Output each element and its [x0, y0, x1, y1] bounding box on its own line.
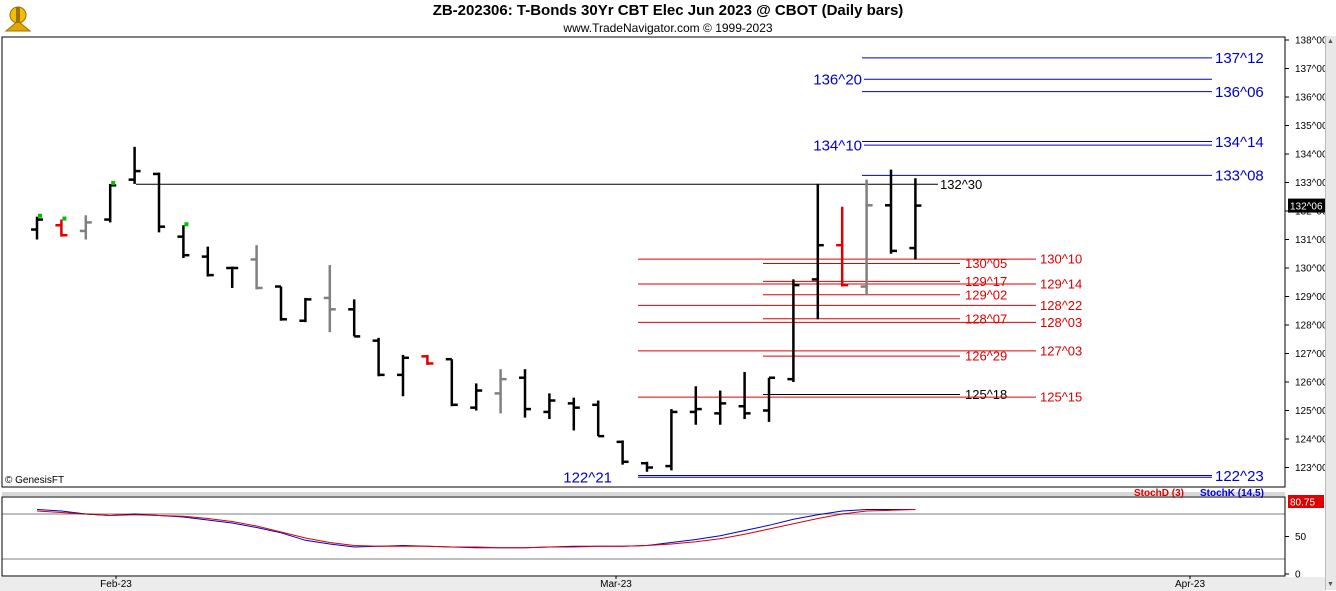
- y-tick-label: 127^00: [1295, 349, 1328, 360]
- stochd-legend: StochD (3): [1134, 488, 1184, 499]
- stochk-legend: StochK (14,5): [1200, 488, 1264, 499]
- level-label: 125^15: [1040, 390, 1082, 405]
- vertical-scrollbar[interactable]: ▲ ▼: [1325, 36, 1336, 590]
- stoch-value-label: 80.75: [1290, 498, 1315, 509]
- trade-navigator-logo-icon: [2, 3, 34, 40]
- level-label: 134^10: [813, 137, 862, 154]
- level-label: 126^29: [965, 349, 1007, 364]
- pane-divider: [2, 492, 1285, 496]
- y-tick-label: 124^00: [1295, 435, 1328, 446]
- stoch-pane-frame: [1, 496, 1286, 577]
- y-tick-label: 126^00: [1295, 378, 1328, 389]
- stoch-tick-label: 50: [1295, 532, 1307, 543]
- level-label: 130^10: [1040, 252, 1082, 267]
- price-pane-frame: [1, 36, 1286, 488]
- y-tick-label: 137^00: [1295, 64, 1328, 75]
- level-label: 129^17: [965, 274, 1007, 289]
- level-label: 127^03: [1040, 343, 1082, 358]
- y-tick-label: 133^00: [1295, 178, 1328, 189]
- level-label: 130^05: [965, 256, 1007, 271]
- stochd-line: [36, 509, 916, 549]
- level-label: 122^21: [563, 470, 612, 487]
- x-axis-band: [0, 577, 1325, 591]
- level-label: 125^18: [965, 387, 1007, 402]
- level-label: 136^20: [813, 71, 862, 88]
- chart-title: ZB-202306: T-Bonds 30Yr CBT Elec Jun 202…: [432, 2, 904, 19]
- level-label: 137^12: [1215, 50, 1264, 67]
- last-price-label: 132^06: [1290, 202, 1323, 213]
- y-tick-label: 136^00: [1295, 93, 1328, 104]
- copyright-text: © GenesisFT: [5, 475, 65, 486]
- level-label: 129^02: [965, 287, 1007, 302]
- y-tick-label: 128^00: [1295, 321, 1328, 332]
- level-label: 136^06: [1215, 84, 1264, 101]
- x-tick-label: Apr-23: [1175, 579, 1205, 590]
- chart-subtitle: www.TradeNavigator.com © 1999-2023: [563, 21, 773, 35]
- level-label: 129^14: [1040, 277, 1082, 292]
- scroll-down-icon[interactable]: ▼: [1327, 581, 1334, 588]
- level-label: 134^14: [1215, 134, 1264, 151]
- level-label: 132^30: [940, 177, 982, 192]
- y-tick-label: 131^00: [1295, 235, 1328, 246]
- scroll-up-icon[interactable]: ▲: [1327, 38, 1334, 45]
- stoch-value-box: [1288, 495, 1324, 508]
- y-tick-label: 134^00: [1295, 150, 1328, 161]
- stochk-line: [36, 509, 916, 549]
- signal-marker: [184, 222, 189, 227]
- y-tick-label: 123^00: [1295, 463, 1328, 474]
- x-tick-label: Mar-23: [600, 579, 632, 590]
- level-label: 128^03: [1040, 315, 1082, 330]
- level-label: 122^23: [1215, 468, 1264, 485]
- level-label: 133^08: [1215, 168, 1264, 185]
- signal-marker: [62, 216, 67, 221]
- signal-marker: [38, 213, 42, 218]
- y-tick-label: 130^00: [1295, 264, 1328, 275]
- level-label: 128^07: [965, 311, 1007, 326]
- signal-marker: [111, 180, 116, 185]
- stoch-tick-label: 0: [1295, 570, 1301, 581]
- last-price-box: [1288, 198, 1326, 213]
- y-tick-label: 129^00: [1295, 292, 1328, 303]
- y-tick-label: 138^00: [1295, 36, 1328, 47]
- y-tick-label: 135^00: [1295, 121, 1328, 132]
- y-tick-label: 125^00: [1295, 406, 1328, 417]
- x-tick-label: Feb-23: [100, 579, 132, 590]
- level-label: 128^22: [1040, 298, 1082, 313]
